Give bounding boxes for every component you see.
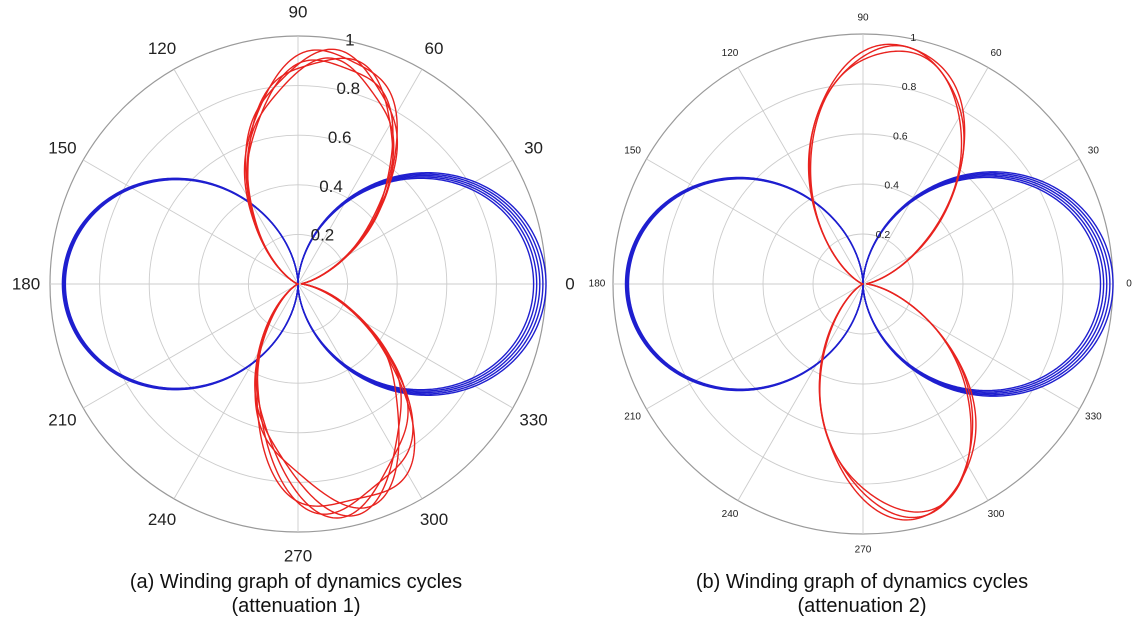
theta-tick-label: 330 bbox=[519, 411, 547, 430]
theta-tick-label: 30 bbox=[524, 139, 543, 158]
theta-tick-label: 30 bbox=[1088, 146, 1100, 157]
theta-tick-label: 240 bbox=[722, 509, 739, 520]
theta-grid-line bbox=[297, 159, 513, 285]
theta-tick-label: 120 bbox=[148, 39, 176, 58]
theta-grid-line bbox=[83, 283, 299, 409]
r-tick-label: 0.2 bbox=[311, 226, 335, 245]
r-tick-label: 1 bbox=[910, 32, 916, 44]
red-series-cycle-1 bbox=[807, 43, 972, 513]
theta-tick-label: 330 bbox=[1085, 412, 1102, 423]
theta-tick-label: 180 bbox=[12, 275, 40, 294]
caption-b-line2: (attenuation 2) bbox=[797, 595, 927, 617]
r-tick-label: 0.4 bbox=[319, 177, 343, 196]
theta-tick-label: 240 bbox=[148, 510, 176, 529]
theta-grid-line bbox=[297, 283, 513, 409]
red-series-cycle-3 bbox=[809, 50, 977, 521]
theta-grid-line bbox=[862, 67, 989, 285]
theta-grid-line bbox=[862, 158, 1080, 285]
theta-tick-label: 0 bbox=[1126, 279, 1132, 290]
theta-tick-label: 150 bbox=[624, 146, 641, 157]
r-tick-label: 0.2 bbox=[876, 229, 891, 241]
theta-tick-label: 270 bbox=[855, 545, 872, 556]
red-series-cycle-5 bbox=[246, 57, 416, 507]
theta-grid-line bbox=[173, 283, 299, 499]
r-tick-label: 0.8 bbox=[336, 79, 360, 98]
caption-a-line2: (attenuation 1) bbox=[231, 595, 361, 617]
red-series-cycle-2 bbox=[808, 44, 974, 519]
red-series-cycle-2 bbox=[244, 48, 402, 517]
theta-grid-line bbox=[646, 158, 864, 285]
caption-a: (a) Winding graph of dynamics cycles (at… bbox=[66, 570, 526, 618]
theta-tick-label: 90 bbox=[289, 3, 308, 22]
caption-b: (b) Winding graph of dynamics cycles (at… bbox=[632, 570, 1092, 618]
theta-tick-label: 120 bbox=[722, 48, 739, 59]
theta-tick-label: 300 bbox=[420, 510, 448, 529]
theta-tick-label: 210 bbox=[624, 412, 641, 423]
polar-chart-a: 0 30 60 90 120 150 180 210 240 270 300 330 0.2 0.4 0.6… bbox=[12, 3, 575, 566]
theta-tick-label: 180 bbox=[589, 279, 606, 290]
theta-tick-label: 270 bbox=[284, 547, 312, 566]
theta-grid-line bbox=[173, 69, 299, 285]
theta-tick-label: 150 bbox=[48, 139, 76, 158]
theta-tick-label: 300 bbox=[988, 509, 1005, 520]
theta-grid-line bbox=[737, 283, 864, 501]
theta-grid-line bbox=[737, 67, 864, 285]
theta-tick-label: 0 bbox=[565, 275, 574, 294]
caption-b-line1: (b) Winding graph of dynamics cycles bbox=[695, 571, 1029, 593]
theta-grid-line bbox=[83, 159, 299, 285]
red-series-cycle-1 bbox=[243, 49, 400, 509]
theta-tick-label: 210 bbox=[48, 411, 76, 430]
theta-tick-label: 60 bbox=[425, 39, 444, 58]
blue-series-cycle-5 bbox=[64, 172, 547, 396]
theta-grid-line bbox=[862, 283, 1080, 410]
r-tick-label: 0.6 bbox=[893, 130, 908, 142]
theta-tick-label: 90 bbox=[857, 13, 869, 24]
r-tick-label: 0.4 bbox=[884, 180, 899, 192]
r-tick-label: 0.6 bbox=[328, 128, 352, 147]
theta-grid-line bbox=[646, 283, 864, 410]
r-tick-label: 0.8 bbox=[902, 81, 917, 93]
polar-chart-b: 0 30 60 90 120 150 180 210 240 270 300 330 0.2 0.4 0.6… bbox=[589, 13, 1133, 556]
r-tick-label: 1 bbox=[345, 30, 354, 49]
blue-series-cycle-5 bbox=[627, 171, 1114, 397]
theta-tick-label: 60 bbox=[990, 48, 1002, 59]
caption-a-line1: (a) Winding graph of dynamics cycles bbox=[129, 571, 463, 593]
theta-grid-line bbox=[297, 69, 423, 285]
